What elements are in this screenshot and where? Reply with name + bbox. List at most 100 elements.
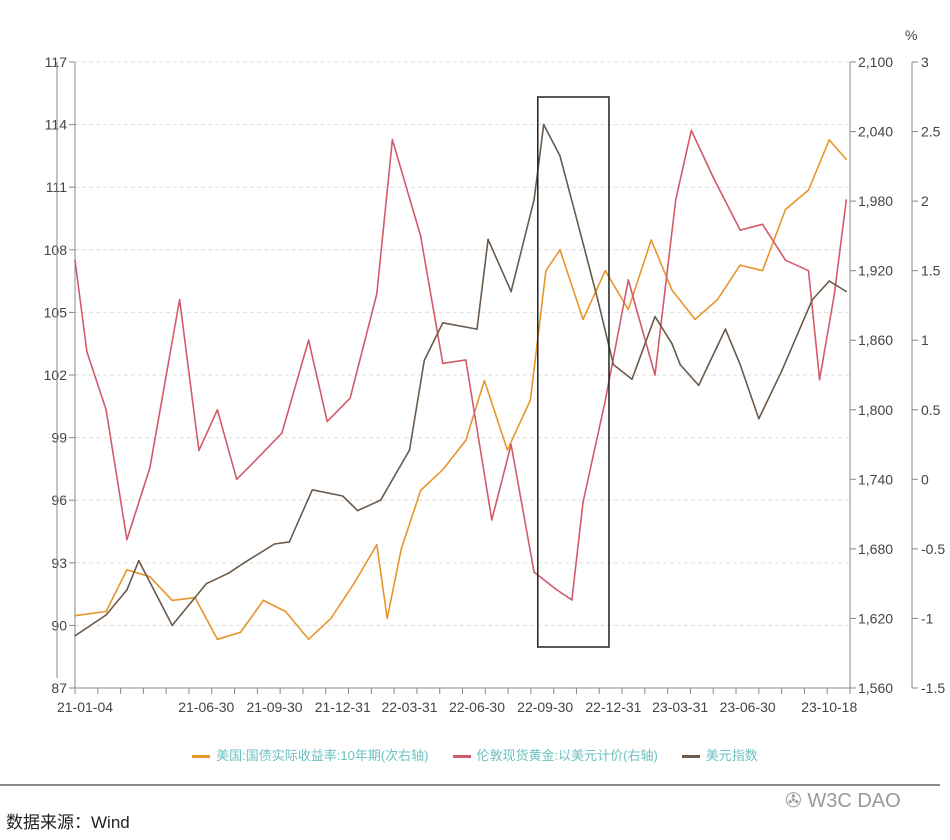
data-point	[205, 582, 208, 585]
data-point	[506, 449, 509, 451]
data-point	[465, 359, 467, 361]
watermark-text: W3C DAO	[807, 790, 901, 812]
right-tick-label: 1,980	[858, 193, 893, 209]
data-point	[258, 455, 261, 457]
data-point	[353, 582, 355, 585]
wechat-icon: ✇	[785, 790, 802, 812]
left-tick-label: 90	[51, 617, 67, 633]
right-tick-label: 1,740	[858, 471, 893, 487]
data-point	[612, 363, 615, 366]
data-point	[784, 259, 787, 262]
left-tick-label: 111	[46, 179, 67, 195]
data-source: 数据来源：Wind	[6, 813, 130, 832]
data-point	[239, 631, 242, 634]
data-point	[74, 259, 76, 262]
data-point	[483, 379, 486, 382]
data-point	[739, 363, 742, 366]
data-point	[376, 543, 378, 546]
x-tick-label: 21-09-30	[246, 699, 302, 715]
data-point	[780, 370, 783, 372]
data-point	[408, 449, 411, 451]
data-point	[828, 280, 831, 282]
data-point	[597, 299, 599, 301]
data-point	[281, 432, 283, 434]
data-point	[654, 374, 656, 376]
data-point	[818, 378, 821, 381]
data-point	[105, 408, 107, 411]
data-point	[828, 139, 831, 141]
data-point	[105, 614, 107, 616]
watermark: ✇ W3C DAO	[785, 788, 901, 813]
data-point	[604, 269, 607, 272]
data-point	[356, 509, 359, 512]
legend-label: 美国:国债实际收益率:10年期(次右轴)	[216, 748, 429, 763]
data-point	[757, 418, 760, 420]
data-point	[833, 293, 836, 295]
secondary-right-tick-label: -0.5	[921, 541, 945, 557]
data-point	[419, 489, 422, 492]
data-point	[262, 599, 265, 602]
left-tick-label: 105	[44, 304, 68, 320]
legend-item: 美国:国债实际收益率:10年期(次右轴)	[192, 745, 429, 764]
data-point	[671, 342, 673, 345]
data-point	[845, 199, 848, 201]
x-tick-label: 21-06-30	[178, 699, 234, 715]
data-point	[559, 249, 561, 251]
data-point	[476, 328, 478, 330]
data-point	[578, 228, 581, 230]
data-point	[171, 624, 173, 627]
right-tick-label: 1,860	[858, 332, 893, 348]
data-point	[442, 468, 444, 471]
secondary-right-tick-label: 1.5	[921, 263, 941, 279]
data-point	[627, 308, 630, 311]
data-point	[679, 363, 681, 366]
data-point	[149, 575, 151, 578]
data-point	[442, 362, 444, 365]
divider	[0, 784, 940, 786]
data-point	[423, 359, 426, 362]
data-point	[105, 610, 107, 613]
data-point	[490, 519, 493, 521]
data-point	[149, 466, 151, 469]
left-tick-label: 93	[51, 555, 67, 571]
x-tick-label: 23-06-30	[720, 699, 776, 715]
data-point	[555, 588, 558, 591]
secondary-right-tick-label: -1	[921, 610, 934, 626]
data-point	[198, 449, 200, 452]
series-line-2	[74, 123, 847, 637]
data-point	[845, 290, 848, 293]
data-point	[400, 548, 403, 550]
data-point	[533, 571, 535, 573]
data-point	[465, 439, 467, 442]
right-tick-label: 1,920	[858, 263, 893, 279]
data-point	[654, 315, 656, 318]
x-tick-label: 22-06-30	[449, 699, 505, 715]
legend-swatch	[452, 755, 471, 759]
left-tick-label: 114	[45, 117, 68, 133]
data-point	[284, 610, 287, 613]
data-point	[341, 495, 344, 497]
data-point	[349, 397, 351, 399]
data-point	[137, 559, 140, 562]
data-point	[379, 499, 382, 502]
data-point	[243, 562, 245, 564]
data-point	[235, 478, 238, 481]
data-point	[376, 293, 378, 295]
data-point	[559, 155, 561, 157]
gridlines	[75, 61, 850, 626]
data-point	[631, 378, 633, 380]
data-point	[650, 239, 653, 241]
secondary-right-tick-label: 2.5	[921, 124, 941, 140]
legend-swatch	[681, 755, 700, 759]
data-point	[510, 443, 512, 446]
right-tick-label: 1,620	[858, 610, 893, 626]
data-point	[697, 384, 700, 387]
data-point	[845, 158, 848, 161]
legend: 美国:国债实际收益率:10年期(次右轴) 伦敦现货黄金:以美元计价(右轴) 美元指数	[0, 745, 950, 764]
secondary-right-tick-label: 0	[921, 471, 929, 487]
x-tick-label: 22-09-30	[517, 699, 573, 715]
data-point	[784, 208, 787, 211]
x-tick-label: 22-03-31	[381, 699, 437, 715]
x-tick-label: 23-03-31	[652, 699, 708, 715]
